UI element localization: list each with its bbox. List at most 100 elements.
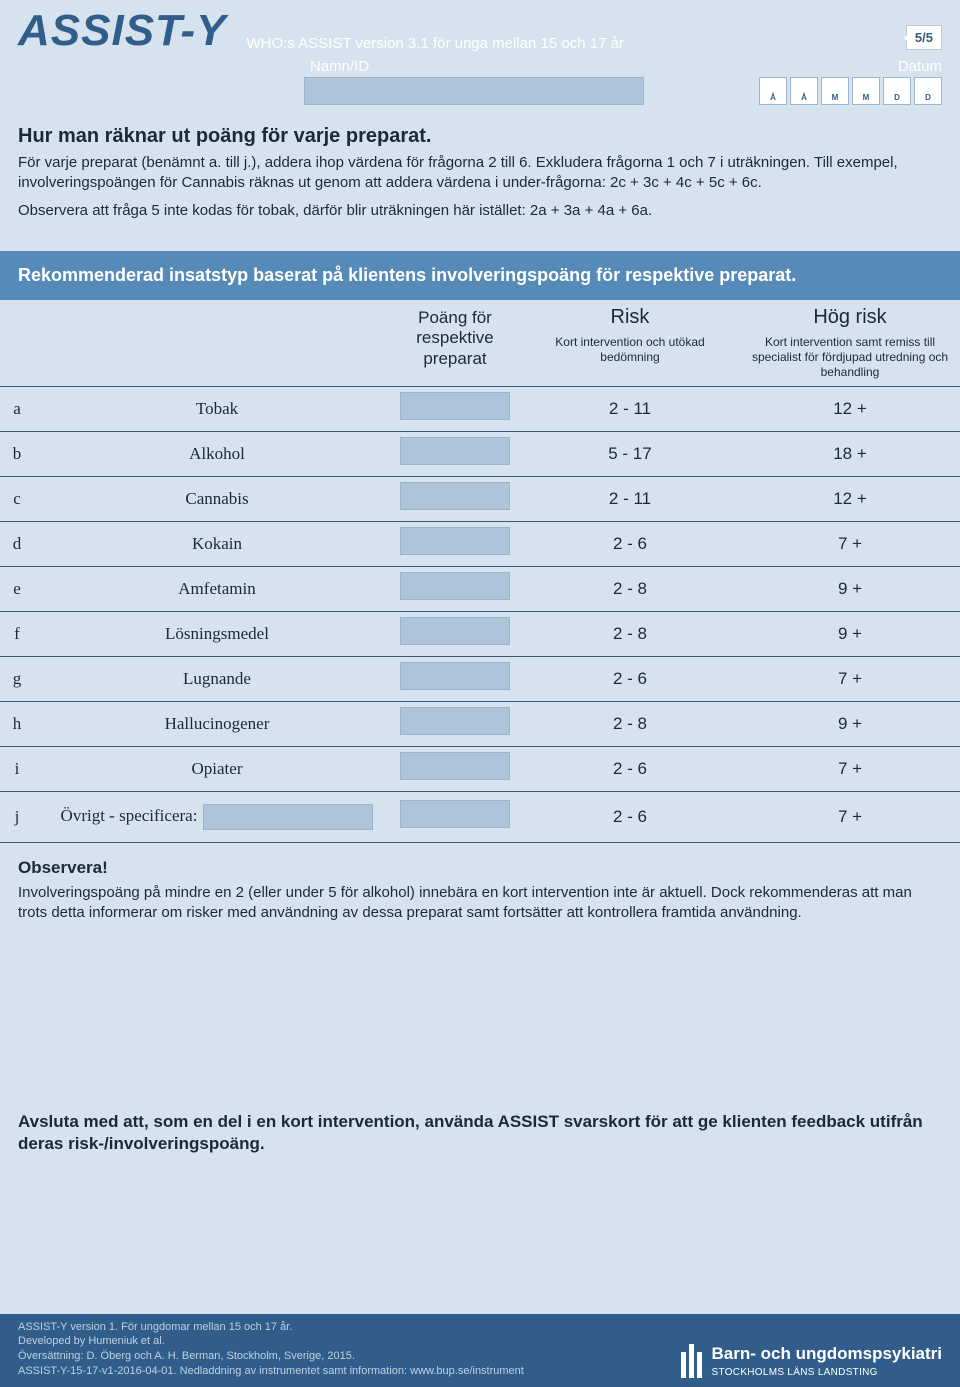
instructions-block: Hur man räknar ut poäng för varje prepar… <box>0 105 960 237</box>
score-cell <box>390 746 520 791</box>
footer-line: ASSIST-Y version 1. För ungdomar mellan … <box>18 1320 524 1335</box>
high-risk-range: 12 + <box>740 386 960 431</box>
date-month-1[interactable]: M <box>821 77 849 105</box>
table-header-risk: Risk Kort intervention och utökad bedömn… <box>520 300 740 387</box>
risk-range: 2 - 11 <box>520 476 740 521</box>
score-cell <box>390 386 520 431</box>
score-input[interactable] <box>400 662 510 690</box>
other-specify-input[interactable] <box>203 804 373 830</box>
score-input[interactable] <box>400 800 510 828</box>
score-cell <box>390 476 520 521</box>
logo-text: ASSIST-Y <box>18 6 227 56</box>
table-row: bAlkohol 5 - 1718 + <box>0 431 960 476</box>
score-cell <box>390 791 520 842</box>
footer-brand: Barn- och ungdomspsykiatri STOCKHOLMS LÄ… <box>681 1343 942 1379</box>
row-letter: i <box>0 746 34 791</box>
score-input[interactable] <box>400 707 510 735</box>
date-day-1[interactable]: D <box>883 77 911 105</box>
section-banner: Rekommenderad insatstyp baserat på klien… <box>0 251 960 300</box>
table-row: cCannabis2 - 1112 + <box>0 476 960 521</box>
score-input[interactable] <box>400 617 510 645</box>
closing-note: Avsluta med att, som en del i en kort in… <box>0 1111 960 1155</box>
instructions-para-2: Observera att fråga 5 inte kodas för tob… <box>18 201 942 221</box>
substance-name: Alkohol <box>34 431 390 476</box>
substance-name: Lugnande <box>34 656 390 701</box>
risk-range: 5 - 17 <box>520 431 740 476</box>
high-risk-range: 7 + <box>740 656 960 701</box>
footer-brand-line-1: Barn- och ungdomspsykiatri <box>712 1343 942 1366</box>
substance-name: Hallucinogener <box>34 701 390 746</box>
table-header-score: Poäng för respektive preparat <box>390 300 520 387</box>
footer-brand-line-2: STOCKHOLMS LÄNS LANDSTING <box>712 1366 942 1380</box>
substance-name: Kokain <box>34 521 390 566</box>
score-input[interactable] <box>400 572 510 600</box>
score-cell <box>390 611 520 656</box>
row-letter: c <box>0 476 34 521</box>
highrisk-subtitle: Kort intervention samt remiss till speci… <box>744 335 956 380</box>
high-risk-range: 9 + <box>740 701 960 746</box>
bup-logo-icon <box>681 1344 702 1378</box>
score-cell <box>390 566 520 611</box>
substance-name: Övrigt - specificera: <box>34 791 390 842</box>
footer-credits: ASSIST-Y version 1. För ungdomar mellan … <box>18 1320 524 1379</box>
score-cell <box>390 701 520 746</box>
score-cell <box>390 656 520 701</box>
risk-range: 2 - 11 <box>520 386 740 431</box>
table-row: eAmfetamin2 - 89 + <box>0 566 960 611</box>
row-letter: f <box>0 611 34 656</box>
risk-range: 2 - 6 <box>520 656 740 701</box>
date-label: Datum <box>898 58 942 75</box>
name-id-input[interactable] <box>304 77 644 105</box>
row-letter: b <box>0 431 34 476</box>
table-row: jÖvrigt - specificera: 2 - 67 + <box>0 791 960 842</box>
highrisk-title: Hög risk <box>744 306 956 335</box>
score-input[interactable] <box>400 527 510 555</box>
risk-range: 2 - 6 <box>520 791 740 842</box>
footer-line: Developed by Humeniuk et al. <box>18 1334 524 1349</box>
page-indicator-text: 5/5 <box>906 25 942 50</box>
risk-title: Risk <box>524 306 736 335</box>
date-year-1[interactable]: Å <box>759 77 787 105</box>
date-month-2[interactable]: M <box>852 77 880 105</box>
substance-name: Tobak <box>34 386 390 431</box>
substance-name: Amfetamin <box>34 566 390 611</box>
table-row: hHallucinogener 2 - 89 + <box>0 701 960 746</box>
instructions-para-1: För varje preparat (benämnt a. till j.),… <box>18 153 942 193</box>
form-header: ASSIST-Y WHO:s ASSIST version 3.1 för un… <box>0 0 960 105</box>
observe-block: Observera! Involveringspoäng på mindre e… <box>0 843 960 931</box>
observe-title: Observera! <box>18 857 942 880</box>
instructions-title: Hur man räknar ut poäng för varje prepar… <box>18 123 942 149</box>
high-risk-range: 7 + <box>740 521 960 566</box>
footer-line: ASSIST-Y-15-17-v1-2016-04-01. Nedladdnin… <box>18 1364 524 1379</box>
score-input[interactable] <box>400 392 510 420</box>
score-input[interactable] <box>400 437 510 465</box>
row-letter: h <box>0 701 34 746</box>
date-day-2[interactable]: D <box>914 77 942 105</box>
substance-name: Lösningsmedel <box>34 611 390 656</box>
name-id-label: Namn/ID <box>310 58 644 75</box>
page-indicator: 5/5 <box>906 25 942 56</box>
table-row: gLugnande2 - 67 + <box>0 656 960 701</box>
row-letter: d <box>0 521 34 566</box>
risk-range: 2 - 8 <box>520 566 740 611</box>
substance-name: Cannabis <box>34 476 390 521</box>
table-row: iOpiater2 - 67 + <box>0 746 960 791</box>
score-input[interactable] <box>400 752 510 780</box>
score-cell <box>390 431 520 476</box>
table-header-blank-1 <box>0 300 34 387</box>
row-letter: e <box>0 566 34 611</box>
row-letter: a <box>0 386 34 431</box>
high-risk-range: 18 + <box>740 431 960 476</box>
substance-name: Opiater <box>34 746 390 791</box>
subtitle: WHO:s ASSIST version 3.1 för unga mellan… <box>247 35 886 52</box>
risk-range: 2 - 8 <box>520 701 740 746</box>
score-input[interactable] <box>400 482 510 510</box>
risk-range: 2 - 6 <box>520 521 740 566</box>
date-input-group: Å Å M M D D <box>759 77 942 105</box>
row-letter: j <box>0 791 34 842</box>
date-year-2[interactable]: Å <box>790 77 818 105</box>
score-cell <box>390 521 520 566</box>
high-risk-range: 7 + <box>740 791 960 842</box>
footer-line: Översättning: D. Öberg och A. H. Berman,… <box>18 1349 524 1364</box>
table-header-blank-2 <box>34 300 390 387</box>
